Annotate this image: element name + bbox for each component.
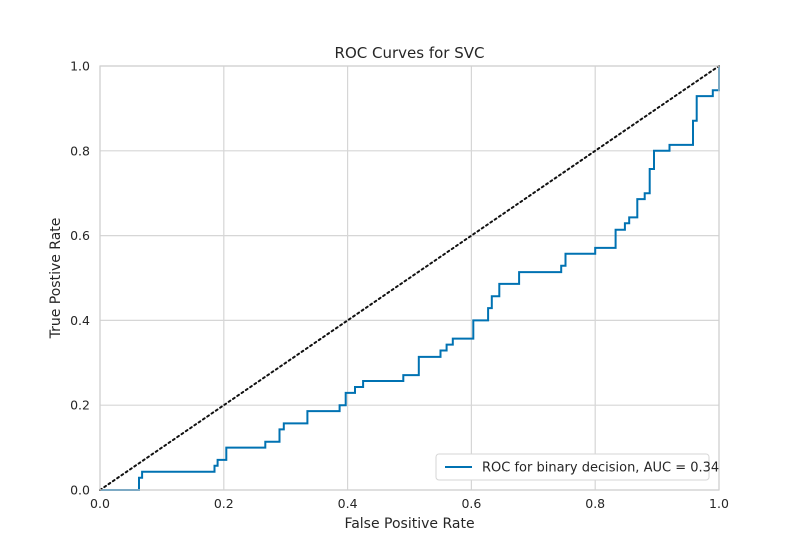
x-tick-label: 0.6 (461, 496, 481, 511)
series-layer (99, 65, 720, 491)
y-tick-label: 0.4 (70, 313, 90, 328)
x-tick-labels: 0.0 0.2 0.4 0.6 0.8 1.0 (90, 496, 729, 511)
y-axis-label: True Postive Rate (48, 218, 64, 340)
y-tick-label: 0.0 (70, 483, 90, 498)
roc-curve-line (100, 66, 720, 491)
legend-entry-label: ROC for binary decision, AUC = 0.34 (482, 461, 719, 476)
x-tick-label: 0.0 (90, 496, 110, 511)
diagonal-reference-line (99, 65, 720, 491)
x-tick-label: 0.4 (338, 496, 358, 511)
chart-title: ROC Curves for SVC (335, 44, 485, 62)
y-tick-label: 0.8 (70, 143, 90, 158)
y-tick-label: 1.0 (70, 59, 90, 74)
y-tick-labels: 0.0 0.2 0.4 0.6 0.8 1.0 (70, 59, 90, 498)
legend-box (435, 453, 710, 481)
x-tick-label: 0.2 (214, 496, 234, 511)
plot-frame (99, 65, 720, 491)
x-axis-label: False Positive Rate (344, 516, 474, 532)
x-tick-label: 0.8 (585, 496, 605, 511)
x-tick-label: 1.0 (709, 496, 729, 511)
y-tick-label: 0.2 (70, 398, 90, 413)
y-tick-label: 0.6 (70, 228, 90, 243)
legend: ROC for binary decision, AUC = 0.34 (435, 453, 719, 481)
